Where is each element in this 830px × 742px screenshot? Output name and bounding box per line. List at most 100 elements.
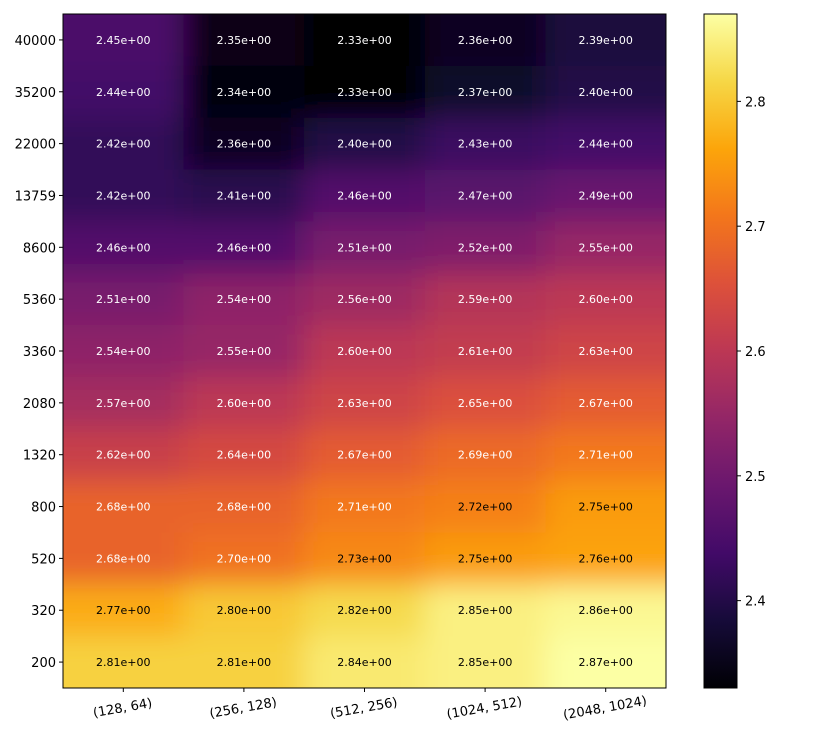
heatmap-cell	[183, 636, 305, 688]
heatmap-cell	[63, 480, 185, 533]
cell-value-label: 2.40e+00	[578, 86, 632, 99]
y-tick-label: 35200	[15, 86, 56, 101]
y-tick-label: 800	[31, 501, 56, 516]
heatmap-cell	[545, 584, 666, 637]
cell-value-label: 2.47e+00	[458, 189, 512, 202]
heatmap-cell	[424, 65, 546, 119]
heatmap-cell	[545, 14, 666, 67]
colorbar-tick-label: 2.4	[745, 595, 766, 610]
heatmap-cell	[424, 532, 546, 585]
heatmap-cell	[304, 584, 426, 637]
cell-value-label: 2.35e+00	[217, 34, 271, 47]
cell-value-label: 2.60e+00	[578, 293, 632, 306]
heatmap-cell	[424, 117, 546, 171]
heatmap-cell	[63, 221, 185, 274]
heatmap-cell	[304, 480, 426, 533]
cell-value-label: 2.63e+00	[578, 345, 632, 358]
colorbar-tick-label: 2.6	[745, 345, 766, 360]
heatmap-cell	[424, 428, 546, 482]
heatmap-cell	[63, 325, 185, 378]
heatmap-cell	[183, 480, 305, 533]
heatmap-cell	[424, 325, 546, 378]
cell-value-label: 2.49e+00	[578, 189, 632, 202]
cell-value-label: 2.67e+00	[337, 449, 391, 462]
y-tick-label: 1320	[23, 449, 56, 464]
colorbar-tick-label: 2.8	[745, 95, 766, 110]
cell-value-label: 2.44e+00	[578, 138, 632, 151]
heatmap-cell	[63, 65, 185, 119]
cell-value-label: 2.68e+00	[96, 552, 150, 565]
x-tick-label: (512, 256)	[329, 695, 399, 722]
heatmap-cell	[304, 221, 426, 274]
heatmap-cell	[424, 376, 546, 430]
cell-value-label: 2.46e+00	[337, 189, 391, 202]
cell-value-label: 2.63e+00	[337, 397, 391, 410]
cell-value-label: 2.75e+00	[458, 552, 512, 565]
cell-value-label: 2.65e+00	[458, 397, 512, 410]
cell-value-label: 2.73e+00	[337, 552, 391, 565]
cell-value-label: 2.64e+00	[217, 449, 271, 462]
heatmap-cell	[424, 273, 546, 326]
heatmap-cell	[545, 65, 666, 119]
heatmap-cell	[304, 273, 426, 326]
cell-value-label: 2.57e+00	[96, 397, 150, 410]
cell-value-label: 2.39e+00	[578, 34, 632, 47]
heatmap-cell	[183, 273, 305, 326]
cell-value-label: 2.36e+00	[217, 138, 271, 151]
cell-value-label: 2.54e+00	[96, 345, 150, 358]
colorbar: 2.4 2.5 2.6 2.7 2.8	[703, 13, 766, 689]
cell-value-label: 2.61e+00	[458, 345, 512, 358]
heatmap-cell	[183, 169, 305, 222]
cell-value-label: 2.72e+00	[458, 501, 512, 514]
heatmap-cell	[304, 636, 426, 688]
x-tick-label: (256, 128)	[208, 695, 278, 722]
heatmap-cell	[304, 325, 426, 378]
cell-value-label: 2.40e+00	[337, 138, 391, 151]
colorbar-tick-label: 2.5	[745, 470, 766, 485]
heatmap-cell	[424, 169, 546, 222]
x-axis: (128, 64) (256, 128) (512, 256) (1024, 512)…	[92, 688, 648, 723]
heatmap-cell	[304, 169, 426, 222]
heatmap-cell	[304, 532, 426, 585]
cell-value-label: 2.33e+00	[337, 86, 391, 99]
cell-value-label: 2.68e+00	[96, 501, 150, 514]
heatmap-cell	[63, 273, 185, 326]
heatmap-cell	[545, 532, 666, 585]
heatmap-cell	[545, 169, 666, 222]
heatmap-cell	[63, 584, 185, 637]
heatmap-cell	[545, 273, 666, 326]
cell-value-label: 2.41e+00	[217, 189, 271, 202]
y-tick-label: 13759	[15, 189, 56, 204]
cell-value-label: 2.85e+00	[458, 604, 512, 617]
heatmap-cell	[63, 376, 185, 430]
cell-value-label: 2.69e+00	[458, 449, 512, 462]
heatmap-cell	[304, 14, 426, 67]
heatmap-cell	[183, 65, 305, 119]
cell-value-labels: 2.45e+00 2.35e+00 2.33e+00 2.36e+00 2.39e+00…	[96, 34, 633, 669]
cell-value-label: 2.68e+00	[217, 501, 271, 514]
cell-value-label: 2.81e+00	[96, 656, 150, 669]
cell-value-label: 2.76e+00	[578, 552, 632, 565]
heatmap-cell	[183, 221, 305, 274]
cell-value-label: 2.46e+00	[217, 241, 271, 254]
heatmap-cell	[183, 584, 305, 637]
y-tick-label: 320	[31, 604, 56, 619]
cell-value-label: 2.46e+00	[96, 241, 150, 254]
cell-value-label: 2.56e+00	[337, 293, 391, 306]
heatmap-cell	[183, 117, 305, 171]
y-axis: 40000 35200 22000 13759 8600 5360 3360 2080 1320…	[15, 34, 63, 671]
cell-value-label: 2.71e+00	[578, 449, 632, 462]
cell-value-label: 2.60e+00	[337, 345, 391, 358]
heatmap-cell	[304, 65, 426, 119]
heatmap-cell	[424, 14, 546, 67]
heatmap-cell	[183, 428, 305, 482]
heatmap-cell	[63, 636, 185, 688]
cell-value-label: 2.52e+00	[458, 241, 512, 254]
heatmap-cell	[545, 376, 666, 430]
heatmap-cell	[304, 428, 426, 482]
cell-value-label: 2.85e+00	[458, 656, 512, 669]
cell-value-label: 2.87e+00	[578, 656, 632, 669]
cell-value-label: 2.34e+00	[217, 86, 271, 99]
y-tick-label: 8600	[23, 241, 56, 256]
